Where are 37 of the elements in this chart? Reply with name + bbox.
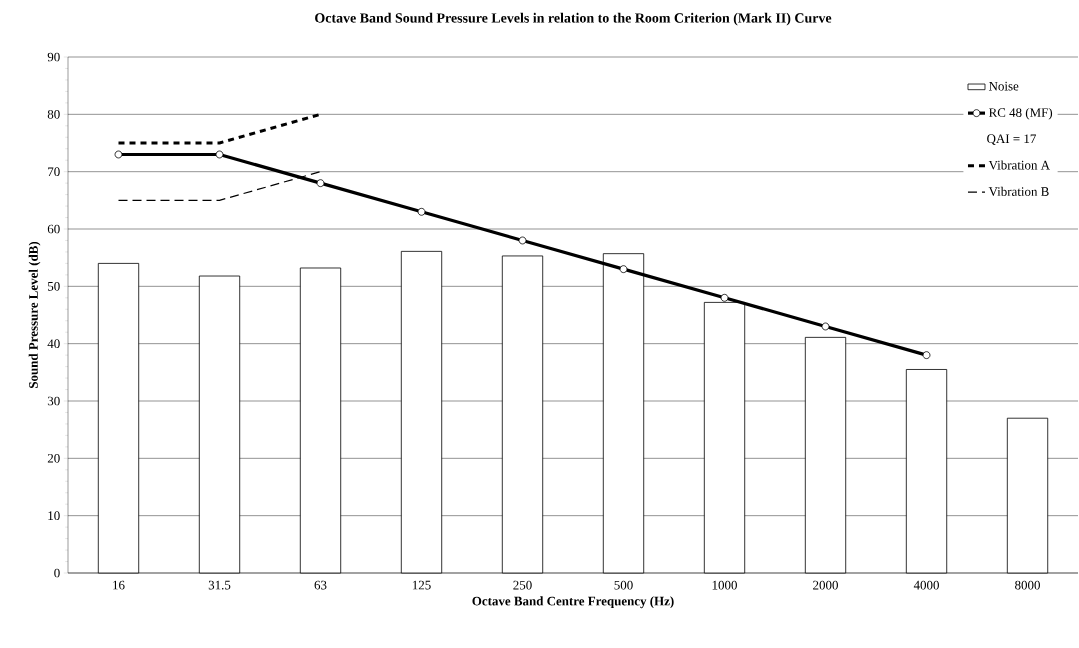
point	[922, 351, 931, 360]
x-tick-label: 125	[412, 580, 431, 590]
y-tick-label: 10	[48, 511, 60, 521]
point	[417, 207, 426, 216]
y-tick-label: 0	[54, 568, 60, 578]
y-tick-label: 60	[47, 224, 60, 234]
x-tick-label: 250	[513, 580, 532, 590]
point	[821, 322, 830, 331]
x-tick-label: 2000	[813, 580, 838, 590]
legend-label: Noise	[988, 81, 1019, 91]
y-tick-label: 90	[47, 52, 60, 62]
x-tick-label: 1000	[712, 580, 737, 590]
y-tick-label: 20	[47, 453, 60, 463]
legend-label: Vibration B	[988, 186, 1049, 197]
x-tick-label: 4000	[913, 580, 939, 590]
y-tick-label: 70	[48, 167, 60, 177]
x-tick-label: 63	[314, 580, 327, 590]
x-axis-title: Octave Band Centre Frequency (Hz)	[472, 596, 674, 609]
point	[215, 150, 224, 159]
x-tick-label: 16	[113, 580, 125, 590]
x-tick-label: 31.5	[208, 580, 231, 590]
legend-label: RC 48 (MF)	[988, 107, 1053, 120]
point	[720, 293, 729, 302]
y-tick-label: 40	[47, 339, 60, 349]
legend-label: Vibration A	[988, 160, 1050, 170]
y-tick-label: 30	[47, 396, 60, 406]
y-axis-title: Sound Pressure Level (dB)	[28, 241, 41, 389]
x-tick-label: 8000	[1015, 580, 1040, 590]
chart-title: Octave Band Sound Pressure Levels in relation to the Room Criterion (Mark II) Curve	[315, 12, 832, 26]
y-tick-label: 50	[48, 281, 60, 291]
annotation: QAI = 17	[987, 134, 1036, 146]
point	[316, 179, 325, 188]
point	[518, 236, 527, 245]
x-tick-label: 500	[614, 580, 633, 590]
y-tick-label: 80	[47, 109, 60, 119]
point	[114, 150, 123, 159]
point	[619, 265, 628, 274]
